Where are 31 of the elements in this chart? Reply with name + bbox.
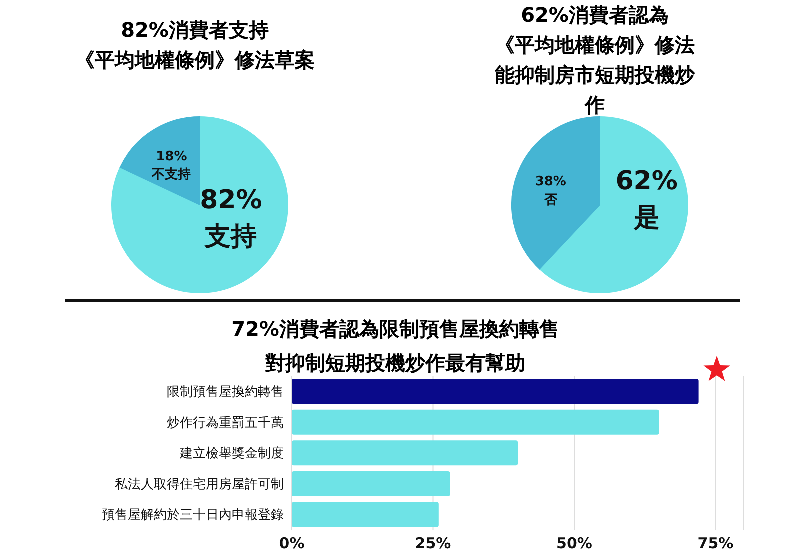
pie-slice xyxy=(112,116,288,294)
x-tick-label: 50% xyxy=(556,534,592,553)
bar xyxy=(292,379,699,404)
data-label: 18% xyxy=(156,149,188,164)
data-label: 82% xyxy=(200,185,262,216)
x-tick-label: 25% xyxy=(415,534,452,553)
y-tick-label: 限制預售屋換約轉售 xyxy=(167,385,284,400)
bar xyxy=(292,502,439,528)
y-tick-label: 私法人取得住宅用房屋許可制 xyxy=(115,476,284,492)
y-tick-label: 預售屋解約於三十日內申報登錄 xyxy=(102,508,284,524)
pie-slice xyxy=(512,116,600,270)
data-label: 62% xyxy=(616,166,678,197)
x-tick-label: 0% xyxy=(279,534,305,553)
pie-slice xyxy=(120,116,200,206)
slice-label: 是 xyxy=(632,202,660,233)
chart-title: 72%消費者認為限制預售屋換約轉售 xyxy=(230,316,560,343)
chart-subtitle: 《平均地權條例》修法草案 xyxy=(74,47,316,74)
x-tick-label: 75% xyxy=(698,534,734,553)
chart-subtitle: 對抑制短期投機炒作最有幫助 xyxy=(264,350,526,377)
slice-label: 否 xyxy=(543,192,558,208)
chart-subtitle: 《平均地權條例》修法能抑制房市短期投機炒作 xyxy=(494,32,696,119)
chart-title: 62%消費者認為 xyxy=(520,2,670,29)
y-tick-label: 炒作行為重罰五千萬 xyxy=(167,416,284,431)
bar xyxy=(292,440,518,466)
bar xyxy=(292,471,450,496)
slice-label: 不支持 xyxy=(151,168,192,183)
bar xyxy=(292,410,660,435)
y-tick-label: 建立檢舉獎金制度 xyxy=(179,446,284,462)
chart-title: 82%消費者支持 xyxy=(120,17,270,44)
data-label: 38% xyxy=(535,174,566,190)
slice-label: 支持 xyxy=(204,222,258,252)
